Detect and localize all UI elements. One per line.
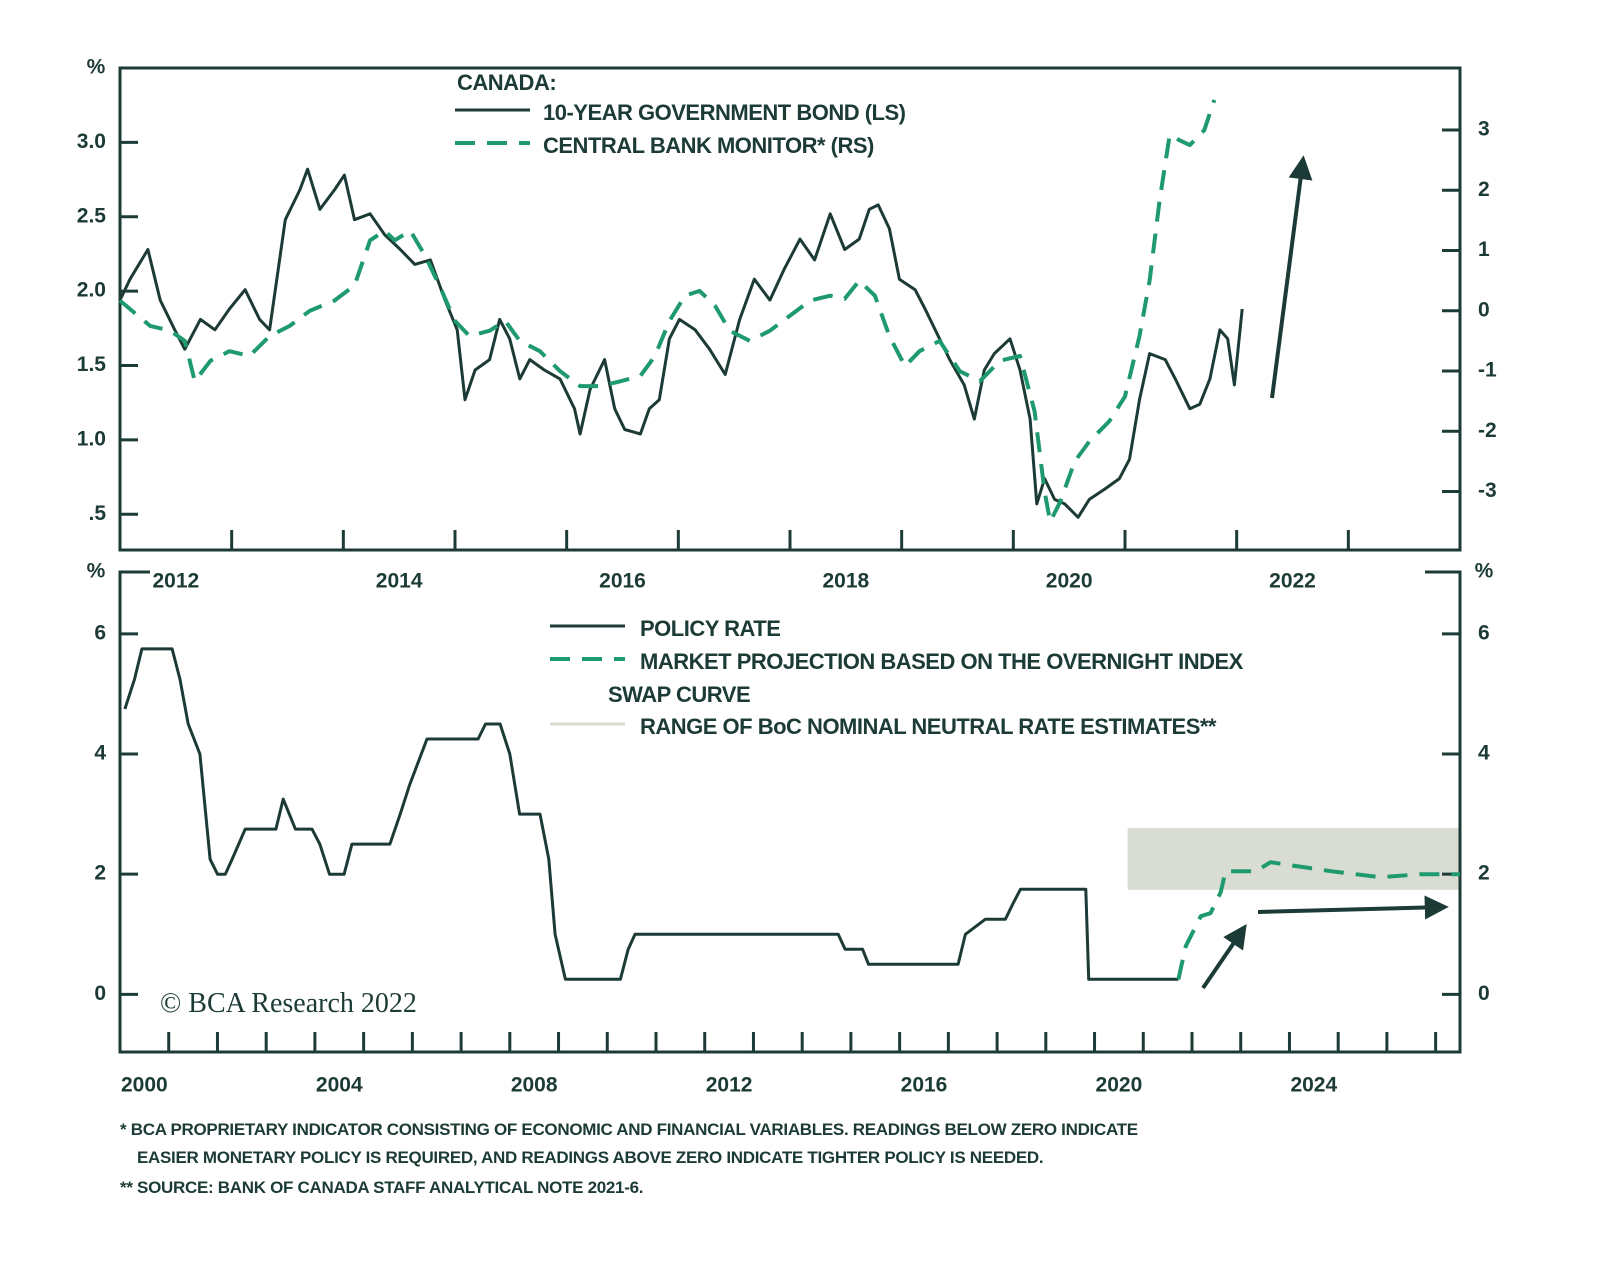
legend-label: MARKET PROJECTION BASED ON THE OVERNIGHT…: [608, 649, 1243, 707]
arrow: [1201, 924, 1247, 990]
y-tick-label: 2.5: [77, 204, 107, 227]
x-tick-label: 2020: [1096, 1074, 1143, 1097]
y2-tick-label: 0: [1478, 298, 1490, 321]
legend-label: CENTRAL BANK MONITOR* (RS): [543, 133, 874, 158]
y2-tick-label: -3: [1478, 479, 1497, 502]
x-tick-label: 2012: [152, 570, 199, 593]
y-tick-label: 6: [94, 621, 106, 644]
x-tick-label: 2016: [599, 570, 646, 593]
series-line: [1176, 860, 1460, 980]
x-tick-label: 2016: [901, 1074, 948, 1097]
series-line: [123, 647, 1179, 981]
y2-tick-label: 2: [1478, 862, 1490, 885]
x-tick-label: 2022: [1269, 570, 1316, 593]
legend-label: 10-YEAR GOVERNMENT BOND (LS): [543, 100, 906, 125]
neutral-rate-band: [1127, 827, 1460, 890]
y-tick-label: .5: [88, 502, 106, 525]
x-tick-label: 2014: [376, 570, 423, 593]
annotation-arrows: [1201, 155, 1449, 990]
x-tick-label: 2004: [316, 1074, 363, 1097]
y2-tick-label: 4: [1478, 742, 1490, 765]
series-line: [118, 99, 1217, 524]
y-tick-label: 3.0: [77, 130, 106, 153]
arrow: [1257, 895, 1449, 920]
footnote: ** SOURCE: BANK OF CANADA STAFF ANALYTIC…: [120, 1178, 644, 1197]
y2-tick-label: -2: [1478, 419, 1497, 442]
x-tick-label: 2000: [121, 1074, 168, 1097]
y-tick-label: 2: [94, 862, 106, 885]
y2-tick-label: 0: [1478, 982, 1490, 1005]
y2-unit: %: [1475, 560, 1494, 583]
copyright: © BCA Research 2022: [160, 988, 417, 1019]
y-unit: %: [87, 56, 106, 79]
arrow: [1270, 155, 1313, 399]
x-tick-label: 2020: [1046, 570, 1093, 593]
y2-tick-label: -1: [1478, 359, 1497, 382]
y2-tick-label: 2: [1478, 178, 1490, 201]
y2-tick-label: 1: [1478, 238, 1490, 261]
y-unit: %: [87, 560, 106, 583]
legend-label: RANGE OF BoC NOMINAL NEUTRAL RATE ESTIMA…: [640, 714, 1217, 739]
y-tick-label: 1.5: [77, 353, 107, 376]
y2-tick-label: 6: [1478, 621, 1490, 644]
x-tick-label: 2008: [511, 1074, 558, 1097]
plot-frame: [118, 570, 1462, 1054]
footnote: EASIER MONETARY POLICY IS REQUIRED, AND …: [137, 1148, 1044, 1167]
series-line: [118, 167, 1244, 519]
legend-title: CANADA:: [457, 70, 557, 95]
legend-label: POLICY RATE: [640, 616, 781, 641]
x-tick-label: 2018: [822, 570, 869, 593]
y-tick-label: 4: [94, 742, 106, 765]
footnote: * BCA PROPRIETARY INDICATOR CONSISTING O…: [120, 1120, 1138, 1139]
y2-tick-label: 3: [1478, 118, 1490, 141]
y-tick-label: 1.0: [77, 427, 106, 450]
y-tick-label: 2.0: [77, 279, 106, 302]
x-tick-label: 2012: [706, 1074, 753, 1097]
x-tick-label: 2024: [1290, 1074, 1337, 1097]
y-tick-label: 0: [94, 982, 106, 1005]
